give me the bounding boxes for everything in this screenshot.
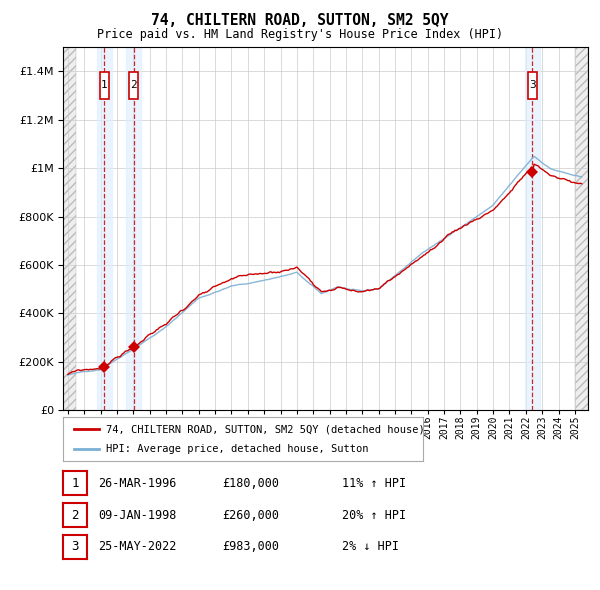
Text: £983,000: £983,000 [222,540,279,553]
Text: 74, CHILTERN ROAD, SUTTON, SM2 5QY (detached house): 74, CHILTERN ROAD, SUTTON, SM2 5QY (deta… [106,424,425,434]
Text: 11% ↑ HPI: 11% ↑ HPI [342,477,406,490]
Bar [63,47,76,410]
Bar [575,47,588,410]
Bar [130,72,139,99]
Text: 3: 3 [529,80,536,90]
Bar [525,47,540,410]
Bar [97,47,112,410]
Text: 74, CHILTERN ROAD, SUTTON, SM2 5QY: 74, CHILTERN ROAD, SUTTON, SM2 5QY [151,13,449,28]
Text: Price paid vs. HM Land Registry's House Price Index (HPI): Price paid vs. HM Land Registry's House … [97,28,503,41]
Bar [575,47,588,410]
Text: 1: 1 [71,477,79,490]
Bar [100,72,109,99]
Text: 20% ↑ HPI: 20% ↑ HPI [342,509,406,522]
Bar [63,47,76,410]
Text: HPI: Average price, detached house, Sutton: HPI: Average price, detached house, Sutt… [106,444,368,454]
Bar [528,72,537,99]
Bar [127,47,141,410]
Text: 2: 2 [130,80,137,90]
Text: 09-JAN-1998: 09-JAN-1998 [98,509,176,522]
Text: 3: 3 [71,540,79,553]
Text: £180,000: £180,000 [222,477,279,490]
Text: 25-MAY-2022: 25-MAY-2022 [98,540,176,553]
Text: 2: 2 [71,509,79,522]
Text: £260,000: £260,000 [222,509,279,522]
Text: 2% ↓ HPI: 2% ↓ HPI [342,540,399,553]
Text: 26-MAR-1996: 26-MAR-1996 [98,477,176,490]
Text: 1: 1 [101,80,108,90]
